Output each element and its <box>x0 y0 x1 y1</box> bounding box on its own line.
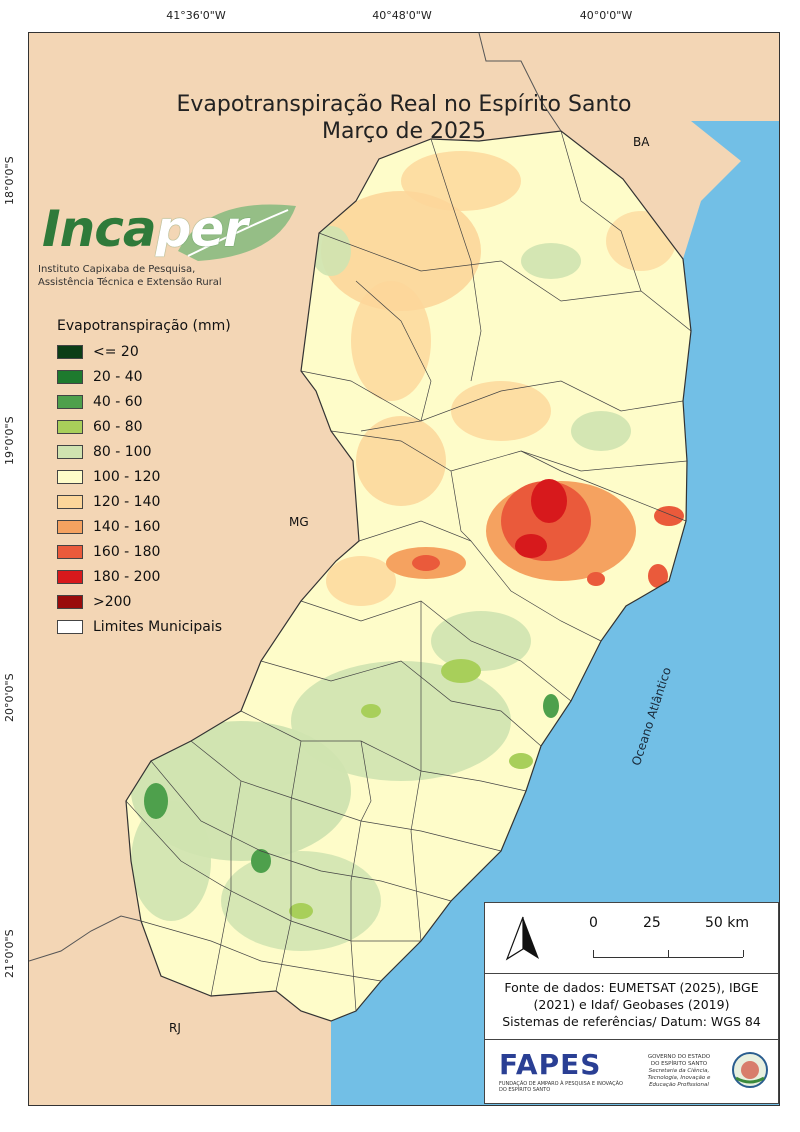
incaper-wordmark-part2: per <box>155 200 248 258</box>
government-logo-text: GOVERNO DO ESTADO DO ESPÍRITO SANTO Secr… <box>634 1054 724 1089</box>
scale-label-50: 50 km <box>705 915 750 931</box>
scale-label-25: 25 <box>643 915 661 931</box>
legend-swatch <box>57 394 83 409</box>
longitude-label-1: 41°36'0"W <box>166 9 226 22</box>
partner-logos: FAPES FUNDAÇÃO DE AMPARO À PESQUISA E IN… <box>485 1039 778 1103</box>
legend-label: 140 - 160 <box>93 518 161 535</box>
legend-title: Evapotranspiração (mm) <box>57 318 231 334</box>
legend-item: Limites Municipais <box>57 614 277 639</box>
legend-label: 160 - 180 <box>93 543 161 560</box>
map-canvas <box>29 33 779 1105</box>
legend-swatch <box>57 444 83 459</box>
legend-item: 160 - 180 <box>57 539 277 564</box>
fapes-logo: FAPES FUNDAÇÃO DE AMPARO À PESQUISA E IN… <box>499 1048 629 1093</box>
legend-item: 40 - 60 <box>57 389 277 414</box>
latitude-label-4: 21°0'0"S <box>3 929 16 978</box>
legend-label: <= 20 <box>93 343 139 360</box>
region-label-rj: RJ <box>169 1021 181 1035</box>
legend-item: 20 - 40 <box>57 364 277 389</box>
gov-line3: Secretaria da Ciência, Tecnologia, Inova… <box>647 1068 711 1088</box>
longitude-label-2: 40°48'0"W <box>372 9 432 22</box>
legend-label: 20 - 40 <box>93 368 143 385</box>
legend-label: 80 - 100 <box>93 443 152 460</box>
legend-swatch <box>57 594 83 609</box>
legend-item: 140 - 160 <box>57 514 277 539</box>
legend-item: 120 - 140 <box>57 489 277 514</box>
legend-item: 180 - 200 <box>57 564 277 589</box>
source-line3: Sistemas de referências/ Datum: WGS 84 <box>502 1014 761 1029</box>
incaper-wordmark-part1: Inca <box>42 200 157 258</box>
incaper-logo: Incaper Instituto Capixaba de Pesquisa, … <box>38 196 300 292</box>
incaper-subtitle-line2: Assistência Técnica e Extensão Rural <box>38 277 222 288</box>
scale-line <box>593 957 743 958</box>
legend-swatch <box>57 569 83 584</box>
ocean-area <box>331 121 779 1105</box>
gov-line1: GOVERNO DO ESTADO <box>647 1054 711 1060</box>
gov-line2: DO ESPÍRITO SANTO <box>650 1061 708 1067</box>
ba-mg-border <box>478 33 562 132</box>
fapes-subtitle: FUNDAÇÃO DE AMPARO À PESQUISA E INOVAÇÃO… <box>499 1081 623 1093</box>
legend-label: 40 - 60 <box>93 393 143 410</box>
legend-item: 60 - 80 <box>57 414 277 439</box>
legend-swatch <box>57 544 83 559</box>
region-label-mg: MG <box>289 515 309 529</box>
longitude-label-3: 40°0'0"W <box>579 9 633 22</box>
map-frame: Evapotranspiração Real no Espírito Santo… <box>28 32 780 1106</box>
north-arrow-icon <box>505 916 539 961</box>
legend-swatch <box>57 469 83 484</box>
legend-label: 60 - 80 <box>93 418 143 435</box>
map-legend: Evapotranspiração (mm) <= 20 20 - 40 40 - … <box>57 318 277 639</box>
legend-swatch <box>57 494 83 509</box>
map-title: Evapotranspiração Real no Espírito Santo… <box>29 91 779 145</box>
scale-tick <box>593 950 594 957</box>
legend-label: Limites Municipais <box>93 618 223 635</box>
scale-label-0: 0 <box>589 915 598 931</box>
fapes-wordmark: FAPES <box>499 1048 602 1081</box>
municipal-boundaries <box>126 131 691 1012</box>
latitude-label-3: 20°0'0"S <box>3 673 16 722</box>
rj-border <box>29 915 142 962</box>
scale-tick <box>668 950 669 957</box>
scale-tick <box>743 950 744 957</box>
legend-swatch <box>57 519 83 534</box>
data-source-text: Fonte de dados: EUMETSAT (2025), IBGE (2… <box>485 973 778 1030</box>
legend-item: <= 20 <box>57 339 277 364</box>
region-label-ba: BA <box>633 135 650 149</box>
legend-item: 100 - 120 <box>57 464 277 489</box>
legend-item: 80 - 100 <box>57 439 277 464</box>
legend-swatch <box>57 619 83 634</box>
legend-label: 180 - 200 <box>93 568 161 585</box>
legend-items: <= 20 20 - 40 40 - 60 60 - 80 80 - 100 100 - … <box>57 339 277 639</box>
legend-swatch <box>57 344 83 359</box>
leaf-icon <box>178 204 296 261</box>
incaper-subtitle-line1: Instituto Capixaba de Pesquisa, <box>38 264 196 275</box>
latitude-label-2: 19°0'0"S <box>3 416 16 465</box>
source-line1: Fonte de dados: EUMETSAT (2025), IBGE <box>504 980 759 995</box>
legend-label: 120 - 140 <box>93 493 161 510</box>
legend-label: 100 - 120 <box>93 468 161 485</box>
legend-item: >200 <box>57 589 277 614</box>
map-title-line2: Março de 2025 <box>321 119 487 144</box>
source-line2: (2021) e Idaf/ Geobases (2019) <box>533 997 730 1012</box>
scale-bar: 0 25 50 km <box>585 915 755 963</box>
latitude-label-1: 18°0'0"S <box>3 156 16 205</box>
legend-swatch <box>57 369 83 384</box>
legend-swatch <box>57 419 83 434</box>
map-title-line1: Evapotranspiração Real no Espírito Santo <box>176 92 632 117</box>
map-info-box: 0 25 50 km Fonte de dados: EUMETSAT (202… <box>484 902 779 1104</box>
state-seal-icon <box>732 1052 768 1088</box>
legend-label: >200 <box>93 593 132 610</box>
incaper-wordmark: Incaper <box>42 200 248 258</box>
